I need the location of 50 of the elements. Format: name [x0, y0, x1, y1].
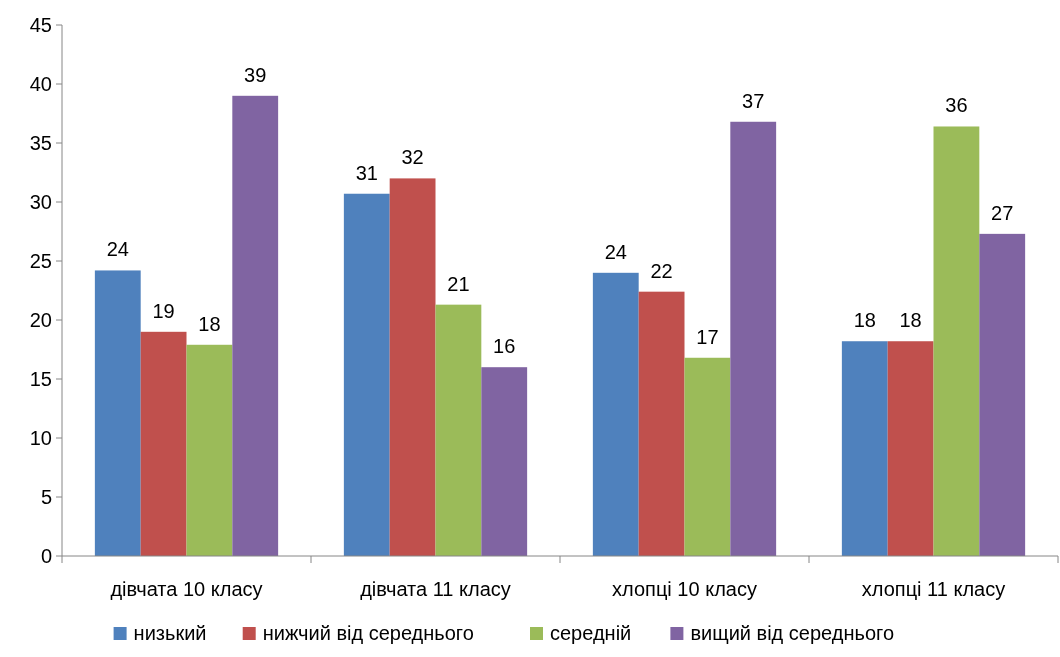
- data-label: 18: [198, 312, 221, 335]
- x-tick-label: хлопці 11 класу: [861, 578, 1006, 600]
- x-tick-label: дівчата 10 класу: [110, 578, 263, 600]
- bar: [979, 233, 1026, 556]
- y-tick-label: 15: [29, 368, 52, 390]
- bar: [186, 344, 233, 556]
- y-tick-label: 40: [29, 73, 52, 95]
- bar: [592, 272, 639, 556]
- bar: [684, 357, 731, 556]
- legend-label: нижчий від середнього: [262, 622, 474, 644]
- data-label: 39: [244, 63, 267, 86]
- bar: [343, 193, 390, 556]
- data-label: 18: [853, 309, 876, 332]
- bar: [140, 331, 187, 556]
- x-tick-label: дівчата 11 класу: [360, 578, 511, 600]
- bar: [232, 95, 279, 556]
- legend-label: середній: [550, 622, 632, 644]
- bar: [435, 304, 482, 556]
- data-label: 36: [945, 94, 968, 117]
- y-tick-label: 35: [29, 132, 52, 154]
- y-tick-label: 0: [40, 545, 52, 567]
- y-tick-label: 30: [29, 191, 52, 213]
- bar: [887, 341, 934, 556]
- x-tick-label: хлопці 10 класу: [612, 578, 757, 600]
- bar: [389, 178, 436, 556]
- bar: [933, 126, 980, 556]
- y-tick-label: 20: [29, 309, 52, 331]
- data-label: 17: [696, 325, 719, 348]
- bar: [481, 367, 528, 556]
- data-label: 19: [152, 299, 175, 322]
- y-tick-label: 25: [29, 250, 52, 272]
- data-label: 21: [447, 272, 470, 295]
- data-label: 32: [401, 146, 424, 169]
- data-label: 37: [742, 89, 765, 112]
- legend-label: вищий від середнього: [690, 622, 895, 644]
- y-tick-label: 10: [29, 427, 52, 449]
- data-label: 18: [899, 309, 922, 332]
- data-label: 22: [650, 259, 673, 282]
- bar: [841, 341, 888, 556]
- data-label: 24: [106, 238, 129, 261]
- y-tick-label: 5: [40, 486, 52, 508]
- bar: [730, 121, 777, 556]
- data-label: 31: [355, 161, 378, 184]
- bar: [94, 270, 141, 556]
- bar: [638, 291, 685, 556]
- data-label: 27: [991, 201, 1014, 224]
- data-label: 16: [493, 335, 516, 358]
- data-label: 24: [604, 240, 627, 263]
- y-tick-label: 45: [29, 14, 52, 36]
- legend-label: низький: [133, 622, 207, 644]
